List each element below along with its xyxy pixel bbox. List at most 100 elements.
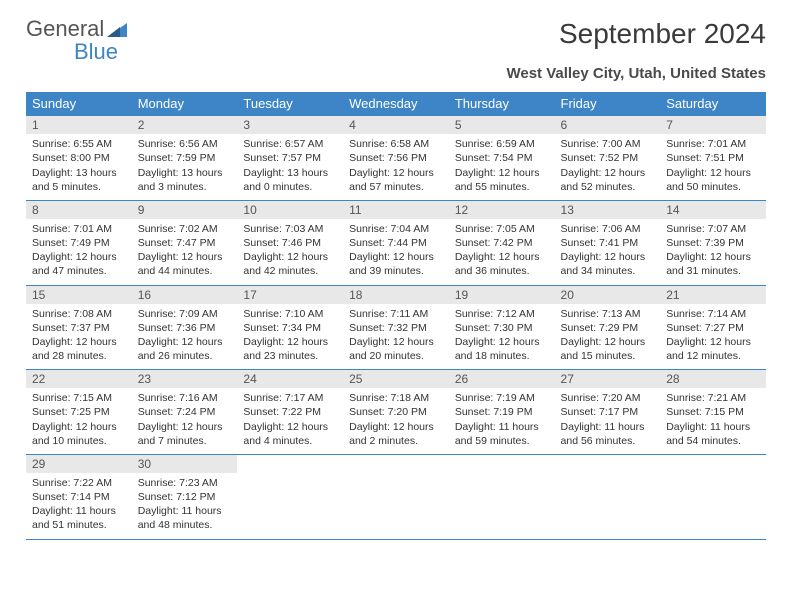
daylight-line: Daylight: 12 hours and 15 minutes. [561,335,655,363]
day-content-cell: Sunrise: 7:12 AMSunset: 7:30 PMDaylight:… [449,304,555,370]
day-content-cell: Sunrise: 7:09 AMSunset: 7:36 PMDaylight:… [132,304,238,370]
day-number-cell [449,454,555,473]
brand-logo: General Blue [26,18,127,63]
daylight-line: Daylight: 12 hours and 26 minutes. [138,335,232,363]
day-content-cell: Sunrise: 6:57 AMSunset: 7:57 PMDaylight:… [237,134,343,200]
weekday-header: Sunday [26,92,132,116]
day-content-row: Sunrise: 7:01 AMSunset: 7:49 PMDaylight:… [26,219,766,285]
location-subtitle: West Valley City, Utah, United States [26,65,766,82]
day-number-cell: 12 [449,200,555,219]
daylight-line: Daylight: 11 hours and 48 minutes. [138,504,232,532]
day-number-row: 1234567 [26,116,766,135]
daylight-line: Daylight: 13 hours and 3 minutes. [138,166,232,194]
sunset-line: Sunset: 7:54 PM [455,151,549,165]
day-content-row: Sunrise: 7:22 AMSunset: 7:14 PMDaylight:… [26,473,766,539]
day-number-cell: 30 [132,454,238,473]
day-number-cell [343,454,449,473]
sunset-line: Sunset: 7:56 PM [349,151,443,165]
sunset-line: Sunset: 7:52 PM [561,151,655,165]
day-content-cell: Sunrise: 6:58 AMSunset: 7:56 PMDaylight:… [343,134,449,200]
weekday-header: Thursday [449,92,555,116]
sunset-line: Sunset: 7:32 PM [349,321,443,335]
sunrise-line: Sunrise: 7:18 AM [349,391,443,405]
sunset-line: Sunset: 7:30 PM [455,321,549,335]
sunrise-line: Sunrise: 7:21 AM [666,391,760,405]
sunrise-line: Sunrise: 6:57 AM [243,137,337,151]
daylight-line: Daylight: 12 hours and 57 minutes. [349,166,443,194]
sunrise-line: Sunrise: 7:09 AM [138,307,232,321]
day-content-cell: Sunrise: 7:03 AMSunset: 7:46 PMDaylight:… [237,219,343,285]
sunrise-line: Sunrise: 6:55 AM [32,137,126,151]
weekday-header: Saturday [660,92,766,116]
sunrise-line: Sunrise: 7:06 AM [561,222,655,236]
day-content-cell: Sunrise: 7:17 AMSunset: 7:22 PMDaylight:… [237,388,343,454]
day-number-cell: 9 [132,200,238,219]
daylight-line: Daylight: 13 hours and 5 minutes. [32,166,126,194]
calendar-table: SundayMondayTuesdayWednesdayThursdayFrid… [26,92,766,539]
sunset-line: Sunset: 7:20 PM [349,405,443,419]
daylight-line: Daylight: 12 hours and 10 minutes. [32,420,126,448]
sunrise-line: Sunrise: 7:14 AM [666,307,760,321]
day-number-cell: 16 [132,285,238,304]
day-content-cell: Sunrise: 7:23 AMSunset: 7:12 PMDaylight:… [132,473,238,539]
day-number-cell: 14 [660,200,766,219]
sunrise-line: Sunrise: 7:10 AM [243,307,337,321]
day-content-cell: Sunrise: 7:19 AMSunset: 7:19 PMDaylight:… [449,388,555,454]
day-number-cell: 23 [132,370,238,389]
daylight-line: Daylight: 12 hours and 39 minutes. [349,250,443,278]
day-content-cell: Sunrise: 7:18 AMSunset: 7:20 PMDaylight:… [343,388,449,454]
daylight-line: Daylight: 12 hours and 55 minutes. [455,166,549,194]
sunset-line: Sunset: 7:42 PM [455,236,549,250]
sunset-line: Sunset: 7:17 PM [561,405,655,419]
day-number-row: 891011121314 [26,200,766,219]
sunrise-line: Sunrise: 7:15 AM [32,391,126,405]
sunset-line: Sunset: 7:44 PM [349,236,443,250]
sunset-line: Sunset: 7:41 PM [561,236,655,250]
sunset-line: Sunset: 7:36 PM [138,321,232,335]
daylight-line: Daylight: 12 hours and 18 minutes. [455,335,549,363]
daylight-line: Daylight: 12 hours and 23 minutes. [243,335,337,363]
sunset-line: Sunset: 7:19 PM [455,405,549,419]
daylight-line: Daylight: 12 hours and 36 minutes. [455,250,549,278]
sunset-line: Sunset: 7:29 PM [561,321,655,335]
daylight-line: Daylight: 11 hours and 54 minutes. [666,420,760,448]
sunrise-line: Sunrise: 7:05 AM [455,222,549,236]
day-number-cell: 13 [555,200,661,219]
daylight-line: Daylight: 12 hours and 44 minutes. [138,250,232,278]
day-number-cell: 3 [237,116,343,135]
weekday-header: Monday [132,92,238,116]
day-content-cell: Sunrise: 7:10 AMSunset: 7:34 PMDaylight:… [237,304,343,370]
day-number-cell: 5 [449,116,555,135]
logo-text-2: Blue [74,39,118,64]
sunrise-line: Sunrise: 7:03 AM [243,222,337,236]
sunset-line: Sunset: 7:14 PM [32,490,126,504]
daylight-line: Daylight: 12 hours and 50 minutes. [666,166,760,194]
day-number-cell: 24 [237,370,343,389]
day-content-row: Sunrise: 7:08 AMSunset: 7:37 PMDaylight:… [26,304,766,370]
day-content-cell: Sunrise: 7:01 AMSunset: 7:51 PMDaylight:… [660,134,766,200]
day-content-cell: Sunrise: 7:06 AMSunset: 7:41 PMDaylight:… [555,219,661,285]
day-content-cell: Sunrise: 7:04 AMSunset: 7:44 PMDaylight:… [343,219,449,285]
day-content-cell: Sunrise: 7:05 AMSunset: 7:42 PMDaylight:… [449,219,555,285]
weekday-header: Friday [555,92,661,116]
sunset-line: Sunset: 7:57 PM [243,151,337,165]
sunset-line: Sunset: 7:12 PM [138,490,232,504]
sunset-line: Sunset: 7:22 PM [243,405,337,419]
sunset-line: Sunset: 7:59 PM [138,151,232,165]
day-content-cell: Sunrise: 7:15 AMSunset: 7:25 PMDaylight:… [26,388,132,454]
sunset-line: Sunset: 7:37 PM [32,321,126,335]
day-number-cell: 18 [343,285,449,304]
day-number-cell: 26 [449,370,555,389]
day-content-cell: Sunrise: 7:00 AMSunset: 7:52 PMDaylight:… [555,134,661,200]
daylight-line: Daylight: 12 hours and 31 minutes. [666,250,760,278]
daylight-line: Daylight: 11 hours and 51 minutes. [32,504,126,532]
sunrise-line: Sunrise: 7:17 AM [243,391,337,405]
daylight-line: Daylight: 12 hours and 52 minutes. [561,166,655,194]
day-content-cell: Sunrise: 7:14 AMSunset: 7:27 PMDaylight:… [660,304,766,370]
day-number-row: 22232425262728 [26,370,766,389]
sunset-line: Sunset: 7:51 PM [666,151,760,165]
sunset-line: Sunset: 7:49 PM [32,236,126,250]
daylight-line: Daylight: 12 hours and 28 minutes. [32,335,126,363]
sunrise-line: Sunrise: 7:11 AM [349,307,443,321]
logo-triangle-icon [107,19,127,41]
